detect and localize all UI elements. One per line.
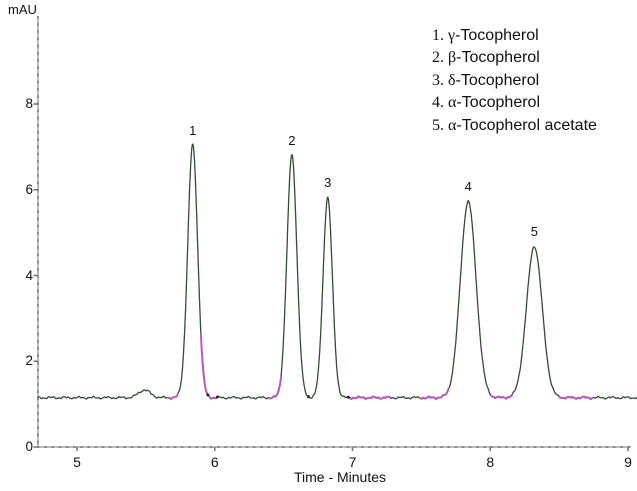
x-axis-title: Time - Minutes: [293, 469, 387, 485]
y-axis-unit-label: mAU: [8, 2, 37, 17]
legend-item: 5. α-Tocopherol acetate: [432, 115, 597, 137]
legend-item: 1. γ-Tocopherol: [432, 25, 597, 47]
integration-baseline-segment: [490, 393, 513, 400]
legend-item: 3. δ-Tocopherol: [432, 70, 597, 92]
chromatogram-trace: [37, 143, 637, 400]
legend-item: 4. α-Tocopherol: [432, 92, 597, 114]
legend-compound-name: -Tocopherol: [456, 49, 540, 67]
integration-baseline-segment: [558, 395, 594, 400]
legend-index-symbol: 3. δ: [432, 71, 456, 89]
legend-index-symbol: 2. β: [432, 49, 457, 67]
legend-compound-name: -Tocopherol acetate: [456, 116, 597, 134]
integration-marker-dot: [307, 395, 310, 398]
integration-baseline-segment: [166, 394, 179, 401]
integration-baseline-segment: [419, 387, 450, 401]
legend-item: 2. β-Tocopherol: [432, 47, 597, 69]
peak-legend: 1. γ-Tocopherol 2. β-Tocopherol 3. δ-Tocop…: [432, 25, 597, 137]
legend-index-symbol: 1. γ: [432, 27, 456, 44]
integration-marker-dot: [347, 395, 350, 399]
legend-compound-name: -Tocopherol: [455, 27, 539, 44]
integration-baseline-segment: [347, 395, 391, 400]
integration-marker-dot: [216, 395, 219, 399]
integration-baseline-segment: [200, 334, 216, 400]
integration-baseline-segment: [268, 377, 282, 400]
integration-marker-dot: [206, 393, 210, 397]
legend-index-symbol: 5. α: [432, 116, 457, 134]
legend-compound-name: -Tocopherol: [456, 94, 540, 112]
legend-index-symbol: 4. α: [432, 94, 457, 112]
legend-compound-name: -Tocopherol: [455, 71, 540, 89]
